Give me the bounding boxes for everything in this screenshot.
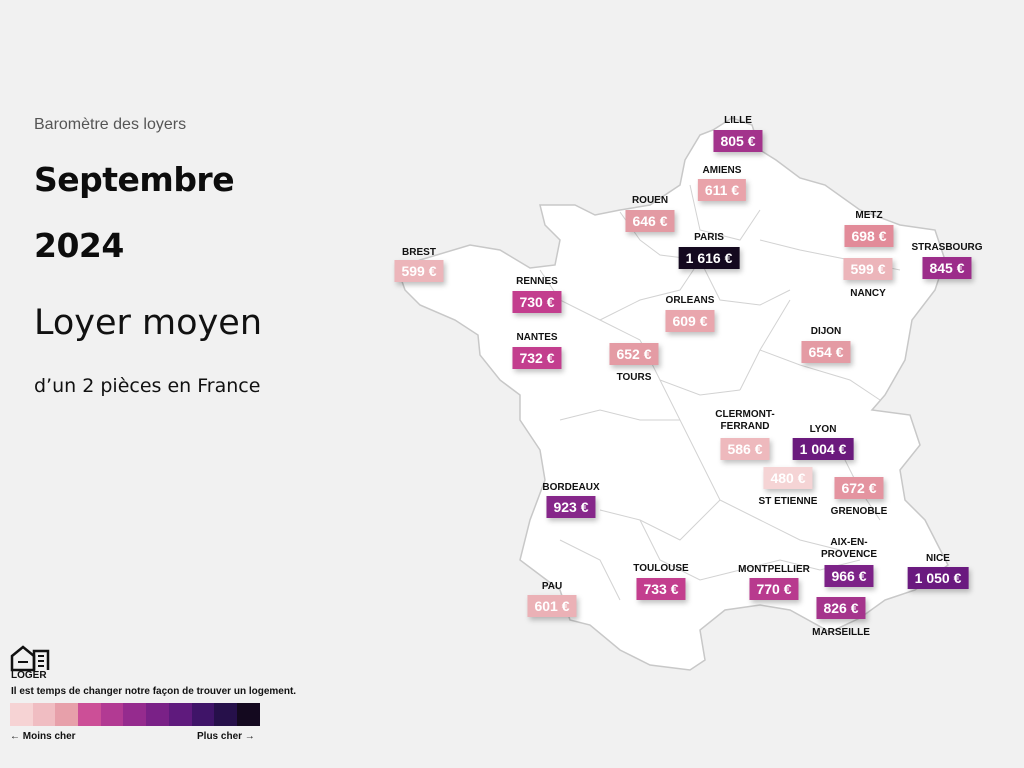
city-label-paris: PARIS — [694, 232, 724, 243]
city-label-aix-en-provence: AIX-EN-PROVENCE — [817, 537, 881, 561]
price-badge-brest: 599 € — [394, 260, 444, 282]
city-label-brest: BREST — [402, 247, 436, 258]
clermont-ferrand-text: CLERMONT-FERRAND — [715, 409, 775, 432]
france-outline — [397, 117, 949, 671]
city-label-rouen: ROUEN — [631, 195, 669, 206]
price-badge-nancy: 599 € — [843, 258, 893, 280]
price-badge-grenoble: 672 € — [834, 477, 884, 499]
price-badge-montpellier: 770 € — [749, 578, 799, 600]
price-badge-lille: 805 € — [713, 130, 763, 152]
price-badge-rennes: 730 € — [512, 291, 562, 313]
city-label-dijon: DIJON — [810, 326, 842, 337]
city-label-orleans: ORLEANS — [665, 295, 715, 306]
scale-swatch — [214, 703, 237, 726]
price-badge-bordeaux: 923 € — [546, 496, 596, 518]
city-label-clermont-ferrand: CLERMONT-FERRAND — [709, 409, 781, 433]
price-badge-tours: 652 € — [609, 343, 659, 365]
price-badge-nantes: 732 € — [512, 347, 562, 369]
price-badge-marseille: 826 € — [816, 597, 866, 619]
city-label-nice: NICE — [926, 553, 950, 564]
price-badge-metz: 698 € — [844, 225, 894, 247]
brand-name: LOGER — [11, 670, 47, 681]
price-badge-pau: 601 € — [527, 595, 577, 617]
scale-swatch — [78, 703, 101, 726]
city-label-montpellier: MONTPELLIER — [738, 564, 810, 575]
scale-less-label: ← Moins cher — [10, 731, 76, 742]
scale-swatch — [146, 703, 169, 726]
city-label-toulouse: TOULOUSE — [633, 563, 689, 574]
color-scale — [10, 703, 260, 726]
city-label-marseille: MARSEILLE — [812, 627, 870, 638]
price-badge-paris: 1 616 € — [678, 247, 740, 269]
price-badge-toulouse: 733 € — [636, 578, 686, 600]
city-label-st-etienne: ST ETIENNE — [758, 496, 818, 507]
price-badge-strasbourg: 845 € — [922, 257, 972, 279]
heading: Loyer moyen — [34, 303, 262, 343]
city-label-nantes: NANTES — [516, 332, 558, 343]
scale-swatch — [236, 703, 260, 726]
price-badge-orleans: 609 € — [665, 310, 715, 332]
scale-swatch — [55, 703, 79, 726]
price-badge-st-etienne: 480 € — [763, 467, 813, 489]
price-badge-rouen: 646 € — [625, 210, 675, 232]
scale-swatch — [100, 703, 124, 726]
scale-swatch — [123, 703, 147, 726]
city-label-metz: METZ — [855, 210, 883, 221]
scale-more-label: Plus cher → — [197, 731, 255, 742]
subtitle: Baromètre des loyers — [34, 116, 187, 133]
city-label-strasbourg: STRASBOURG — [911, 242, 983, 253]
description: d’un 2 pièces en France — [34, 375, 261, 397]
scale-swatch — [191, 703, 215, 726]
price-badge-aix-en-provence: 966 € — [824, 565, 874, 587]
price-badge-dijon: 654 € — [801, 341, 851, 363]
price-badge-nice: 1 050 € — [907, 567, 969, 589]
city-label-lille: LILLE — [724, 115, 752, 126]
scale-swatch — [168, 703, 192, 726]
city-label-lyon: LYON — [809, 424, 837, 435]
scale-swatch — [32, 703, 56, 726]
year-title: 2024 — [34, 226, 124, 265]
price-badge-amiens: 611 € — [697, 179, 747, 201]
price-badge-lyon: 1 004 € — [792, 438, 854, 460]
city-label-nancy: NANCY — [850, 288, 886, 299]
aix-en-provence-text: AIX-EN-PROVENCE — [820, 537, 878, 560]
city-label-grenoble: GRENOBLE — [830, 506, 888, 517]
scale-swatch — [10, 703, 33, 726]
tagline: Il est temps de changer notre façon de t… — [11, 686, 297, 697]
city-label-amiens: AMIENS — [702, 165, 742, 176]
price-badge-clermont-ferrand: 586 € — [720, 438, 770, 460]
city-label-tours: TOURS — [616, 372, 652, 383]
loger-logo — [10, 645, 50, 672]
city-label-bordeaux: BORDEAUX — [542, 482, 600, 493]
month-title: Septembre — [34, 160, 235, 199]
city-label-pau: PAU — [541, 581, 563, 592]
city-label-rennes: RENNES — [516, 276, 558, 287]
